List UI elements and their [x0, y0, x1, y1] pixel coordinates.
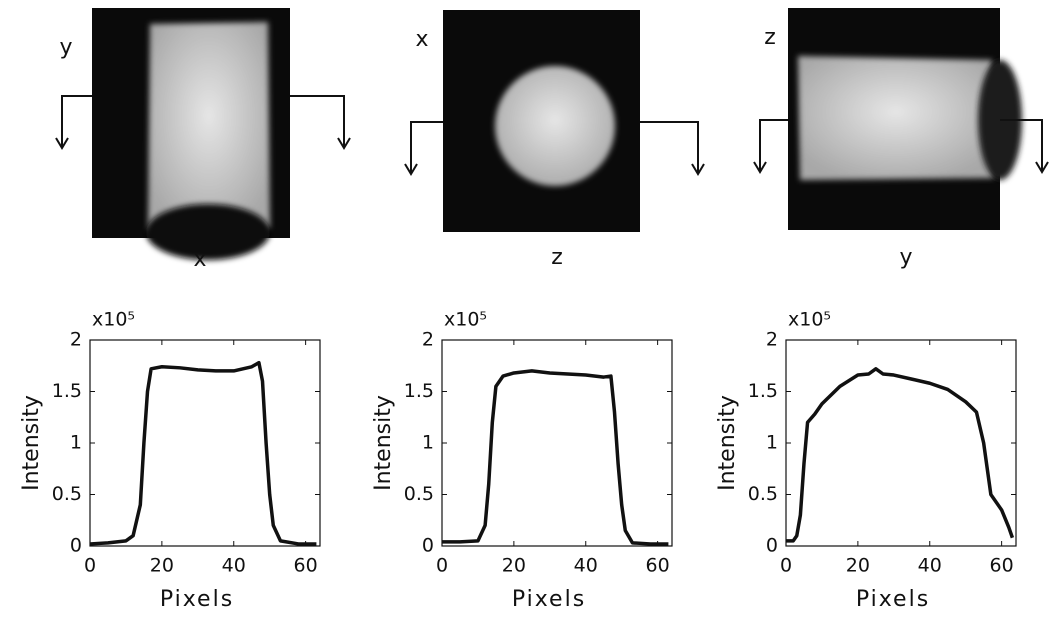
y-tick-label: 1.5 — [404, 380, 434, 402]
y-axis-label: Intensity — [371, 395, 396, 491]
line — [89, 360, 317, 546]
image-ylabel: x — [415, 27, 428, 52]
image-shape — [495, 66, 615, 186]
y-tick-label: 0 — [766, 535, 778, 557]
y-axis-label: Intensity — [715, 395, 740, 491]
arrow — [404, 121, 705, 176]
x-tick-label: 20 — [846, 555, 870, 577]
y-tick-label: 2 — [70, 329, 82, 351]
arrow — [55, 95, 351, 150]
plot-frame — [785, 339, 1017, 547]
scale-label: x10⁵ — [788, 309, 831, 331]
y-axis-label: Intensity — [19, 395, 44, 491]
image-shape — [798, 56, 994, 180]
x-tick-label: 40 — [222, 555, 246, 577]
x-tick-label: 0 — [780, 555, 792, 577]
x-axis-label: Pixels — [856, 587, 930, 612]
image-xlabel: z — [551, 245, 563, 270]
x-tick-label: 0 — [436, 555, 448, 577]
image-shape — [146, 204, 270, 260]
y-tick-label: 1 — [422, 432, 434, 454]
x-axis-label: Pixels — [512, 587, 586, 612]
scale-label: x10⁵ — [444, 309, 487, 331]
scale-label: x10⁵ — [92, 309, 135, 331]
y-tick-label: 0.5 — [52, 483, 82, 505]
y-tick-label: 0.5 — [404, 483, 434, 505]
x-tick-label: 40 — [574, 555, 598, 577]
y-tick-label: 1 — [766, 432, 778, 454]
x-tick-label: 20 — [502, 555, 526, 577]
x-tick-label: 0 — [84, 555, 96, 577]
y-tick-label: 1.5 — [748, 380, 778, 402]
x-tick-label: 40 — [918, 555, 942, 577]
line — [442, 369, 669, 546]
image-ylabel: z — [764, 25, 776, 50]
y-tick-label: 0 — [422, 535, 434, 557]
y-tick-label: 2 — [766, 329, 778, 351]
y-tick-label: 1 — [70, 432, 82, 454]
x-tick-label: 20 — [150, 555, 174, 577]
plot-frame — [441, 339, 673, 547]
arrow — [753, 119, 1049, 174]
image-xlabel: x — [193, 247, 206, 272]
image-ylabel: y — [59, 35, 72, 60]
x-axis-label: Pixels — [160, 587, 234, 612]
image-xlabel: y — [899, 245, 912, 270]
x-tick-label: 60 — [646, 555, 670, 577]
x-tick-label: 60 — [294, 555, 318, 577]
y-tick-label: 0 — [70, 535, 82, 557]
y-tick-label: 0.5 — [748, 483, 778, 505]
y-tick-label: 1.5 — [52, 380, 82, 402]
image-shape — [148, 22, 270, 230]
x-tick-label: 60 — [990, 555, 1014, 577]
line — [786, 367, 1015, 543]
y-tick-label: 2 — [422, 329, 434, 351]
